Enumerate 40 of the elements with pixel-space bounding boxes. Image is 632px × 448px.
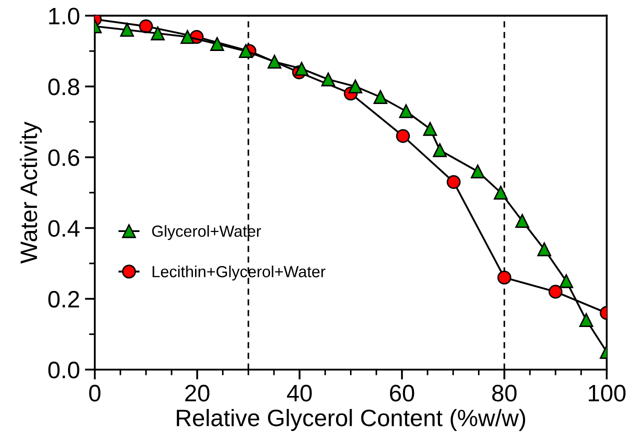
point [559, 274, 574, 288]
x-tick-label: 40 [286, 384, 312, 402]
point [399, 104, 413, 118]
y-tick-label: 0.2 [48, 290, 80, 308]
point [348, 80, 362, 94]
point [548, 284, 562, 299]
point [497, 270, 512, 285]
point [374, 90, 388, 104]
y-tick-label: 0.0 [48, 362, 80, 378]
point [294, 62, 309, 76]
point [396, 129, 410, 143]
point [268, 54, 282, 69]
x-axis-title: Relative Glycerol Content (%w/w) [176, 408, 526, 431]
y-axis-title: Water Activity [20, 122, 42, 264]
x-tick-label: 0 [89, 384, 100, 402]
point [537, 242, 552, 256]
y-tick-label: 0.8 [48, 78, 80, 96]
point [139, 19, 153, 34]
point [579, 313, 594, 327]
y-tick-label: 0.6 [48, 149, 80, 166]
x-tick-label: 80 [492, 384, 517, 402]
point [515, 214, 530, 228]
legend-label: Lecithin+Glycerol+Water [152, 266, 326, 280]
point [494, 186, 508, 200]
y-tick-label: 1.0 [49, 8, 80, 24]
point [446, 175, 461, 189]
x-tick-label: 60 [390, 384, 414, 402]
x-tick-label: 100 [588, 384, 626, 402]
point [120, 22, 134, 37]
point [238, 44, 253, 58]
point [180, 30, 194, 44]
point [470, 164, 485, 178]
point [321, 72, 336, 86]
point [432, 143, 447, 158]
y-tick-label: 0.4 [48, 220, 80, 237]
point [150, 26, 165, 40]
x-tick-label: 20 [185, 384, 210, 402]
point [210, 37, 224, 51]
legend-label: Glycerol+Water [152, 225, 261, 240]
point [423, 122, 438, 136]
